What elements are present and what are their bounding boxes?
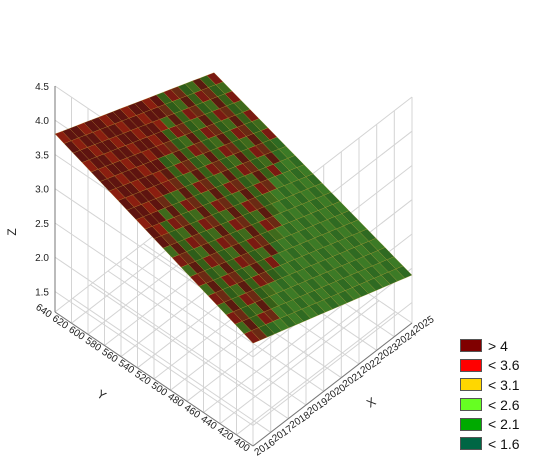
y-tick-label: 420	[215, 425, 235, 444]
legend-item: > 4	[460, 336, 548, 356]
legend-item: < 3.1	[460, 375, 548, 395]
wall-gridline	[252, 302, 413, 426]
legend-item: < 2.1	[460, 414, 548, 434]
z-tick-label: 3.0	[35, 185, 49, 196]
legend-item: < 3.6	[460, 356, 548, 376]
y-tick-label: 400	[231, 436, 251, 455]
legend-label: > 4	[488, 337, 508, 354]
legend-item: < 1.6	[460, 434, 548, 454]
z-tick-label: 4.5	[35, 82, 49, 93]
legend-swatch	[460, 398, 482, 412]
y-tick-label: 460	[182, 403, 202, 422]
box-edge	[252, 322, 413, 447]
y-tick-label: 500	[149, 380, 169, 399]
floor-gridline	[203, 289, 363, 413]
legend-swatch	[460, 358, 482, 372]
z-tick-label: 3.5	[35, 151, 49, 162]
y-tick-label: 540	[116, 358, 136, 377]
z-tick-label: 2.5	[35, 219, 49, 230]
wall-gridline	[54, 291, 254, 426]
z-tick-label: 2.0	[35, 253, 49, 264]
x-axis-label: X	[364, 394, 378, 410]
z-tick-label: 4.0	[35, 116, 49, 127]
x-tick-label: 2025	[412, 314, 437, 336]
legend: > 4 < 3.6 < 3.1 < 2.6 < 2.1 < 1.6	[460, 336, 548, 454]
legend-label: < 3.1	[488, 376, 520, 393]
box-edge	[54, 311, 254, 447]
y-tick-label: 620	[50, 313, 70, 332]
legend-swatch	[460, 437, 482, 451]
wall-gridline	[252, 267, 413, 392]
y-tick-label: 600	[66, 324, 86, 343]
legend-label: < 3.6	[488, 357, 520, 374]
legend-label: < 1.6	[488, 435, 520, 452]
surface-cell	[206, 72, 224, 85]
legend-swatch	[460, 417, 482, 431]
legend-label: < 2.6	[488, 396, 520, 413]
y-tick-label: 560	[99, 347, 119, 366]
surface-mesh	[54, 72, 413, 344]
y-tick-label: 480	[165, 391, 185, 410]
z-axis-label: Z	[5, 228, 19, 235]
wall-gridline	[54, 222, 254, 358]
y-tick-label: 520	[132, 369, 152, 388]
wall-gridline	[54, 256, 254, 392]
floor-gridline	[236, 311, 396, 436]
z-tick-label: 1.5	[35, 288, 49, 299]
y-axis-label: Y	[94, 387, 108, 403]
legend-swatch	[460, 339, 482, 353]
floor-gridline	[219, 300, 380, 425]
y-tick-label: 440	[198, 414, 218, 433]
y-tick-label: 640	[33, 302, 53, 321]
y-tick-label: 580	[83, 336, 103, 355]
legend-swatch	[460, 378, 482, 392]
legend-item: < 2.6	[460, 395, 548, 415]
legend-label: < 2.1	[488, 416, 520, 433]
